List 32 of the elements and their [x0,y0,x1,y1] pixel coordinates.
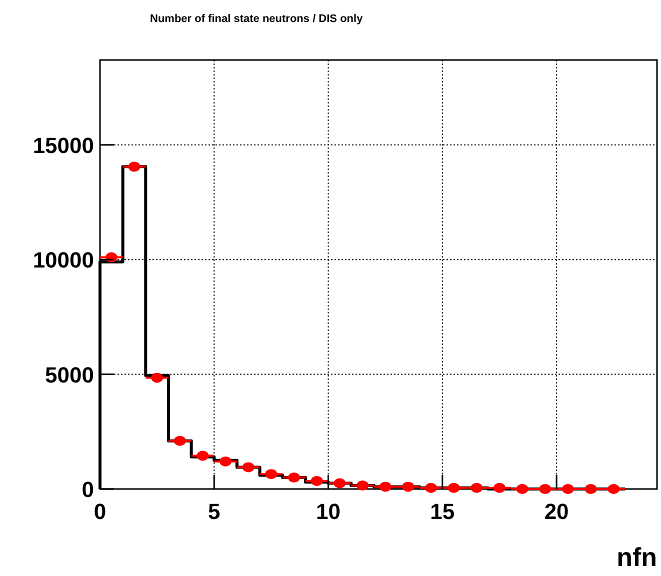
point [448,482,460,493]
point [562,484,574,494]
point [310,476,323,486]
point [196,450,209,461]
y-tick-label: 10000 [32,248,94,273]
x-axis-title: nfn [616,542,657,572]
point [128,162,140,172]
point [242,462,254,472]
x-tick-label: 15 [430,499,455,524]
y-tick-label: 0 [82,477,94,502]
x-tick-label: 5 [208,499,220,524]
y-tick-label: 15000 [32,132,94,158]
point [334,478,346,488]
point [425,482,438,493]
point [516,484,528,494]
point [539,484,552,494]
point [470,482,483,493]
point [151,372,164,383]
point [379,482,392,492]
y-tick-label: 5000 [45,362,94,388]
chart-title: Number of final state neutrons / DIS only [150,13,364,25]
point [288,472,300,483]
x-tick-label: 20 [544,499,569,524]
point [584,484,597,494]
point [356,480,369,491]
point [493,482,506,493]
point [265,469,278,480]
point [220,456,232,466]
x-tick-label: 10 [316,499,341,524]
point [174,436,186,446]
point [402,482,414,492]
point [608,484,620,494]
